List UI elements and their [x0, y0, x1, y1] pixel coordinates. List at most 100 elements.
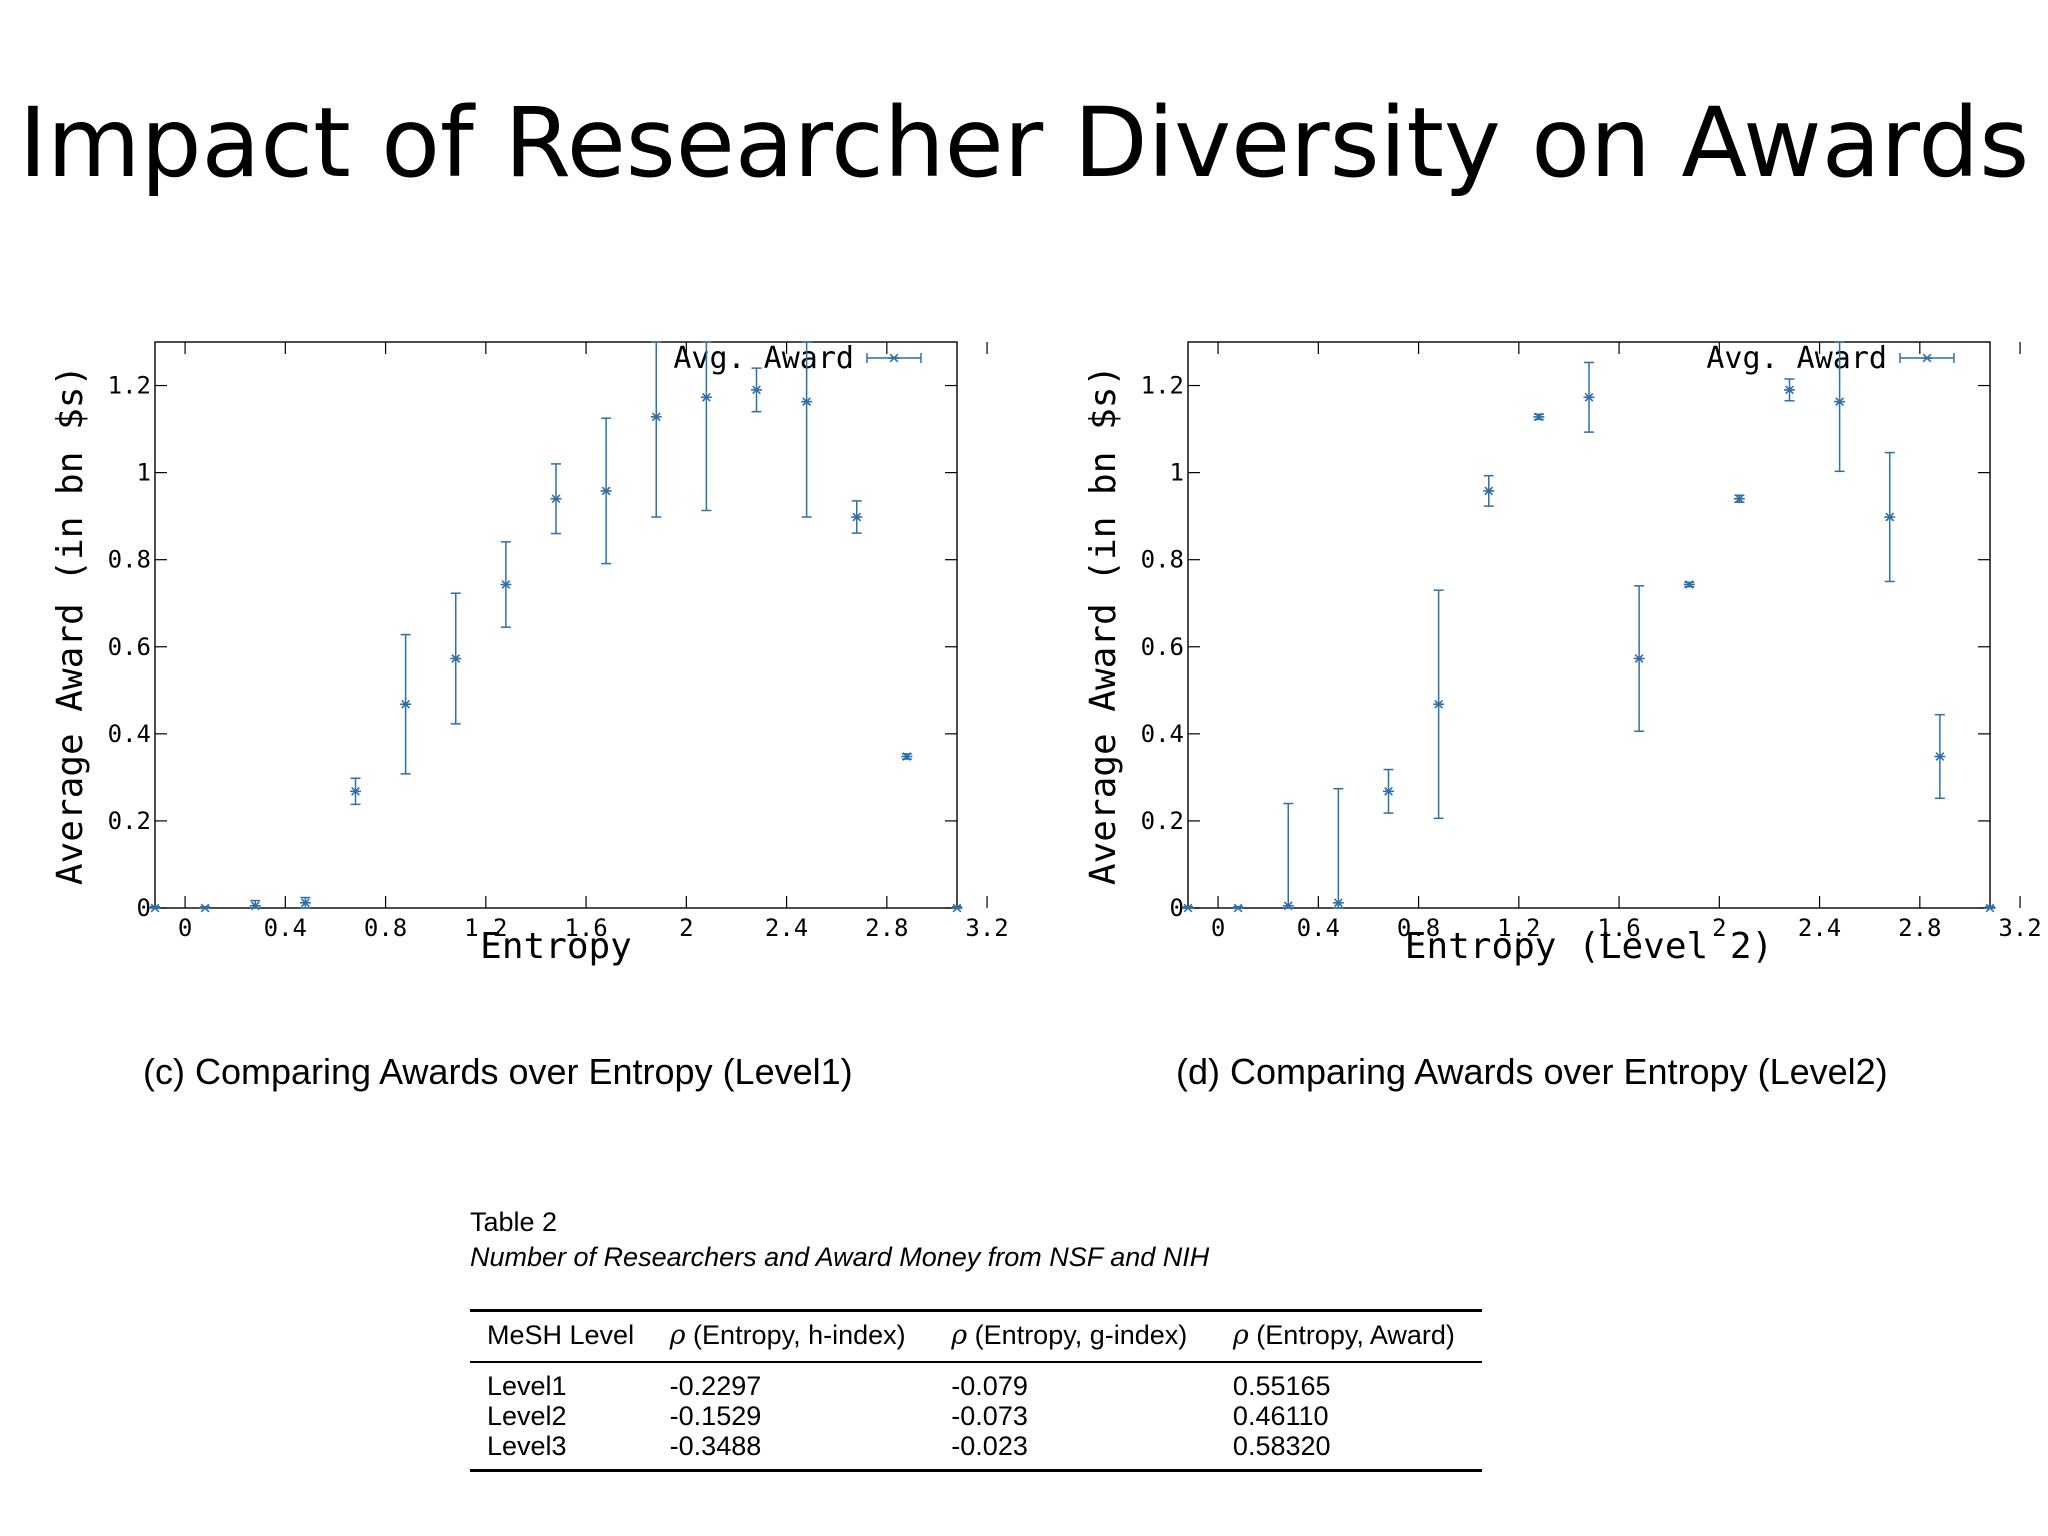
- data-point-stroke: [651, 412, 661, 422]
- x-tick-label: 3.2: [965, 914, 1008, 942]
- x-tick-label: 1.2: [464, 914, 507, 942]
- table-cell: Level2: [487, 1401, 567, 1431]
- data-point-stroke: [852, 512, 862, 522]
- data-point-stroke: [1935, 752, 1945, 761]
- y-axis-label: Average Award (in bn $s): [50, 365, 91, 885]
- data-point-stroke: [300, 898, 310, 908]
- table-cell: -0.079: [951, 1371, 1028, 1401]
- x-tick-label: 2.4: [765, 914, 808, 942]
- data-point-stroke: [1333, 898, 1343, 908]
- data-point: [650, 412, 662, 422]
- data-point: [1232, 903, 1244, 913]
- data-point: [1633, 654, 1645, 663]
- x-tick-label: 3.2: [1998, 914, 2041, 942]
- data-point-stroke: [551, 494, 561, 504]
- table-cell: Level1: [487, 1371, 567, 1401]
- table-cell: -0.1529: [669, 1401, 762, 1431]
- header-text: (Entropy, g-index): [967, 1320, 1188, 1350]
- chart-entropy-level2-svg: 0 0.2 0.4 0.6 0.8 1 1.2 0 0.4 0.8 1.2 1.6 2 2.4 2.8 3.2…: [1083, 341, 2042, 967]
- data-point: [1383, 786, 1394, 796]
- rho-symbol: ρ: [1232, 1320, 1249, 1351]
- x-tick-label: 2: [679, 914, 693, 942]
- y-tick-label: 1: [1170, 459, 1184, 487]
- data-point: [1583, 392, 1595, 402]
- plot-frame: [1187, 341, 1991, 909]
- data-point-stroke: [1434, 699, 1444, 709]
- data-point-stroke: [1785, 385, 1794, 395]
- rho-symbol: ρ: [669, 1320, 686, 1351]
- data-point: [450, 654, 462, 663]
- caption-left: (c) Comparing Awards over Entropy (Level…: [143, 1051, 853, 1092]
- data-point: [249, 901, 261, 911]
- data-point-stroke: [1634, 654, 1644, 663]
- x-tick-label: 0: [1211, 914, 1225, 942]
- data-point-stroke: [752, 385, 761, 395]
- chart-entropy-level1: 0 0.2 0.4 0.6 0.8 1 1.2 0 0.4 0.8 1.2 1.6 2 2.4 2.8 3.2…: [20, 310, 1020, 990]
- data-point-stroke: [401, 699, 411, 709]
- data-point-stroke: [1885, 512, 1895, 522]
- x-tick-label: 1.2: [1497, 914, 1540, 942]
- data-point-stroke: [902, 752, 912, 761]
- data-point: [801, 397, 813, 407]
- y-axis-label: Average Award (in bn $s): [1083, 365, 1124, 885]
- table-cell: 0.55165: [1232, 1371, 1331, 1401]
- data-point-stroke: [351, 786, 360, 796]
- data-point-stroke: [601, 486, 611, 496]
- y-tick-label: 1.2: [108, 372, 151, 400]
- table-row: Level3 -0.3488 -0.023 0.58320: [470, 1431, 1482, 1471]
- data-point: [901, 752, 913, 761]
- y-tick-label: 0.8: [108, 546, 151, 574]
- x-tick-label: 0.4: [264, 914, 307, 942]
- table-cell: 0.58320: [1232, 1431, 1331, 1461]
- data-point: [400, 699, 412, 709]
- data-point-stroke: [250, 901, 260, 911]
- data-point: [1533, 412, 1545, 422]
- chart-entropy-level1-svg: 0 0.2 0.4 0.6 0.8 1 1.2 0 0.4 0.8 1.2 1.6 2 2.4 2.8 3.2…: [50, 341, 1009, 967]
- data-point: [1282, 901, 1294, 911]
- table-cell: 0.46110: [1232, 1401, 1329, 1431]
- table-cell: -0.3488: [669, 1431, 762, 1461]
- data-point-stroke: [952, 903, 962, 913]
- x-tick-label: 1.6: [564, 914, 607, 942]
- data-point: [149, 903, 161, 913]
- data-point-stroke: [1283, 901, 1293, 911]
- data-point: [1433, 699, 1445, 709]
- x-tick-label: 0.8: [364, 914, 407, 942]
- table-cell: -0.2297: [669, 1371, 762, 1401]
- x-tick-label: 2.4: [1798, 914, 1841, 942]
- y-tick-label: 0.4: [1141, 720, 1184, 748]
- data-point: [199, 903, 211, 913]
- y-tick-label: 0.8: [1141, 546, 1184, 574]
- data-point: [600, 486, 612, 496]
- data-point-stroke: [1584, 392, 1594, 402]
- data-point: [1733, 494, 1745, 504]
- x-axis-label: Entropy (Level 2): [1405, 926, 1773, 967]
- data-point: [1332, 898, 1344, 908]
- data-point-stroke: [1484, 486, 1494, 496]
- table-cell: Level3: [487, 1431, 567, 1461]
- data-point-stroke: [1922, 353, 1932, 363]
- data-point-stroke: [889, 353, 899, 363]
- header-mesh-level: MeSH Level: [470, 1311, 653, 1363]
- data-point: [700, 392, 712, 402]
- data-point: [851, 512, 863, 522]
- data-point: [1182, 903, 1194, 913]
- y-tick-label: 0.6: [1141, 633, 1184, 661]
- y-tick-label: 0: [137, 894, 151, 922]
- table-subtitle: Number of Researchers and Award Money fr…: [470, 1242, 1210, 1272]
- data-point-stroke: [701, 392, 711, 402]
- table-header-row: MeSH Level ρ (Entropy, h-index) ρ (Entro…: [470, 1310, 1482, 1363]
- table-cell: -0.023: [951, 1431, 1028, 1461]
- x-tick-label: 2.8: [865, 914, 908, 942]
- y-tick-label: 1.2: [1141, 372, 1184, 400]
- chart-entropy-level2: 0 0.2 0.4 0.6 0.8 1 1.2 0 0.4 0.8 1.2 1.6 2 2.4 2.8 3.2…: [1053, 310, 2048, 990]
- data-point-stroke: [1985, 903, 1995, 913]
- data-point: [1683, 580, 1695, 589]
- y-tick-label: 0.6: [108, 633, 151, 661]
- data-point: [500, 580, 512, 589]
- data-point: [1934, 752, 1946, 761]
- data-point: [751, 385, 762, 395]
- data-point: [1984, 903, 1996, 913]
- legend-label: Avg. Award: [673, 341, 854, 376]
- header-rho-h-index: ρ (Entropy, h-index): [653, 1311, 935, 1363]
